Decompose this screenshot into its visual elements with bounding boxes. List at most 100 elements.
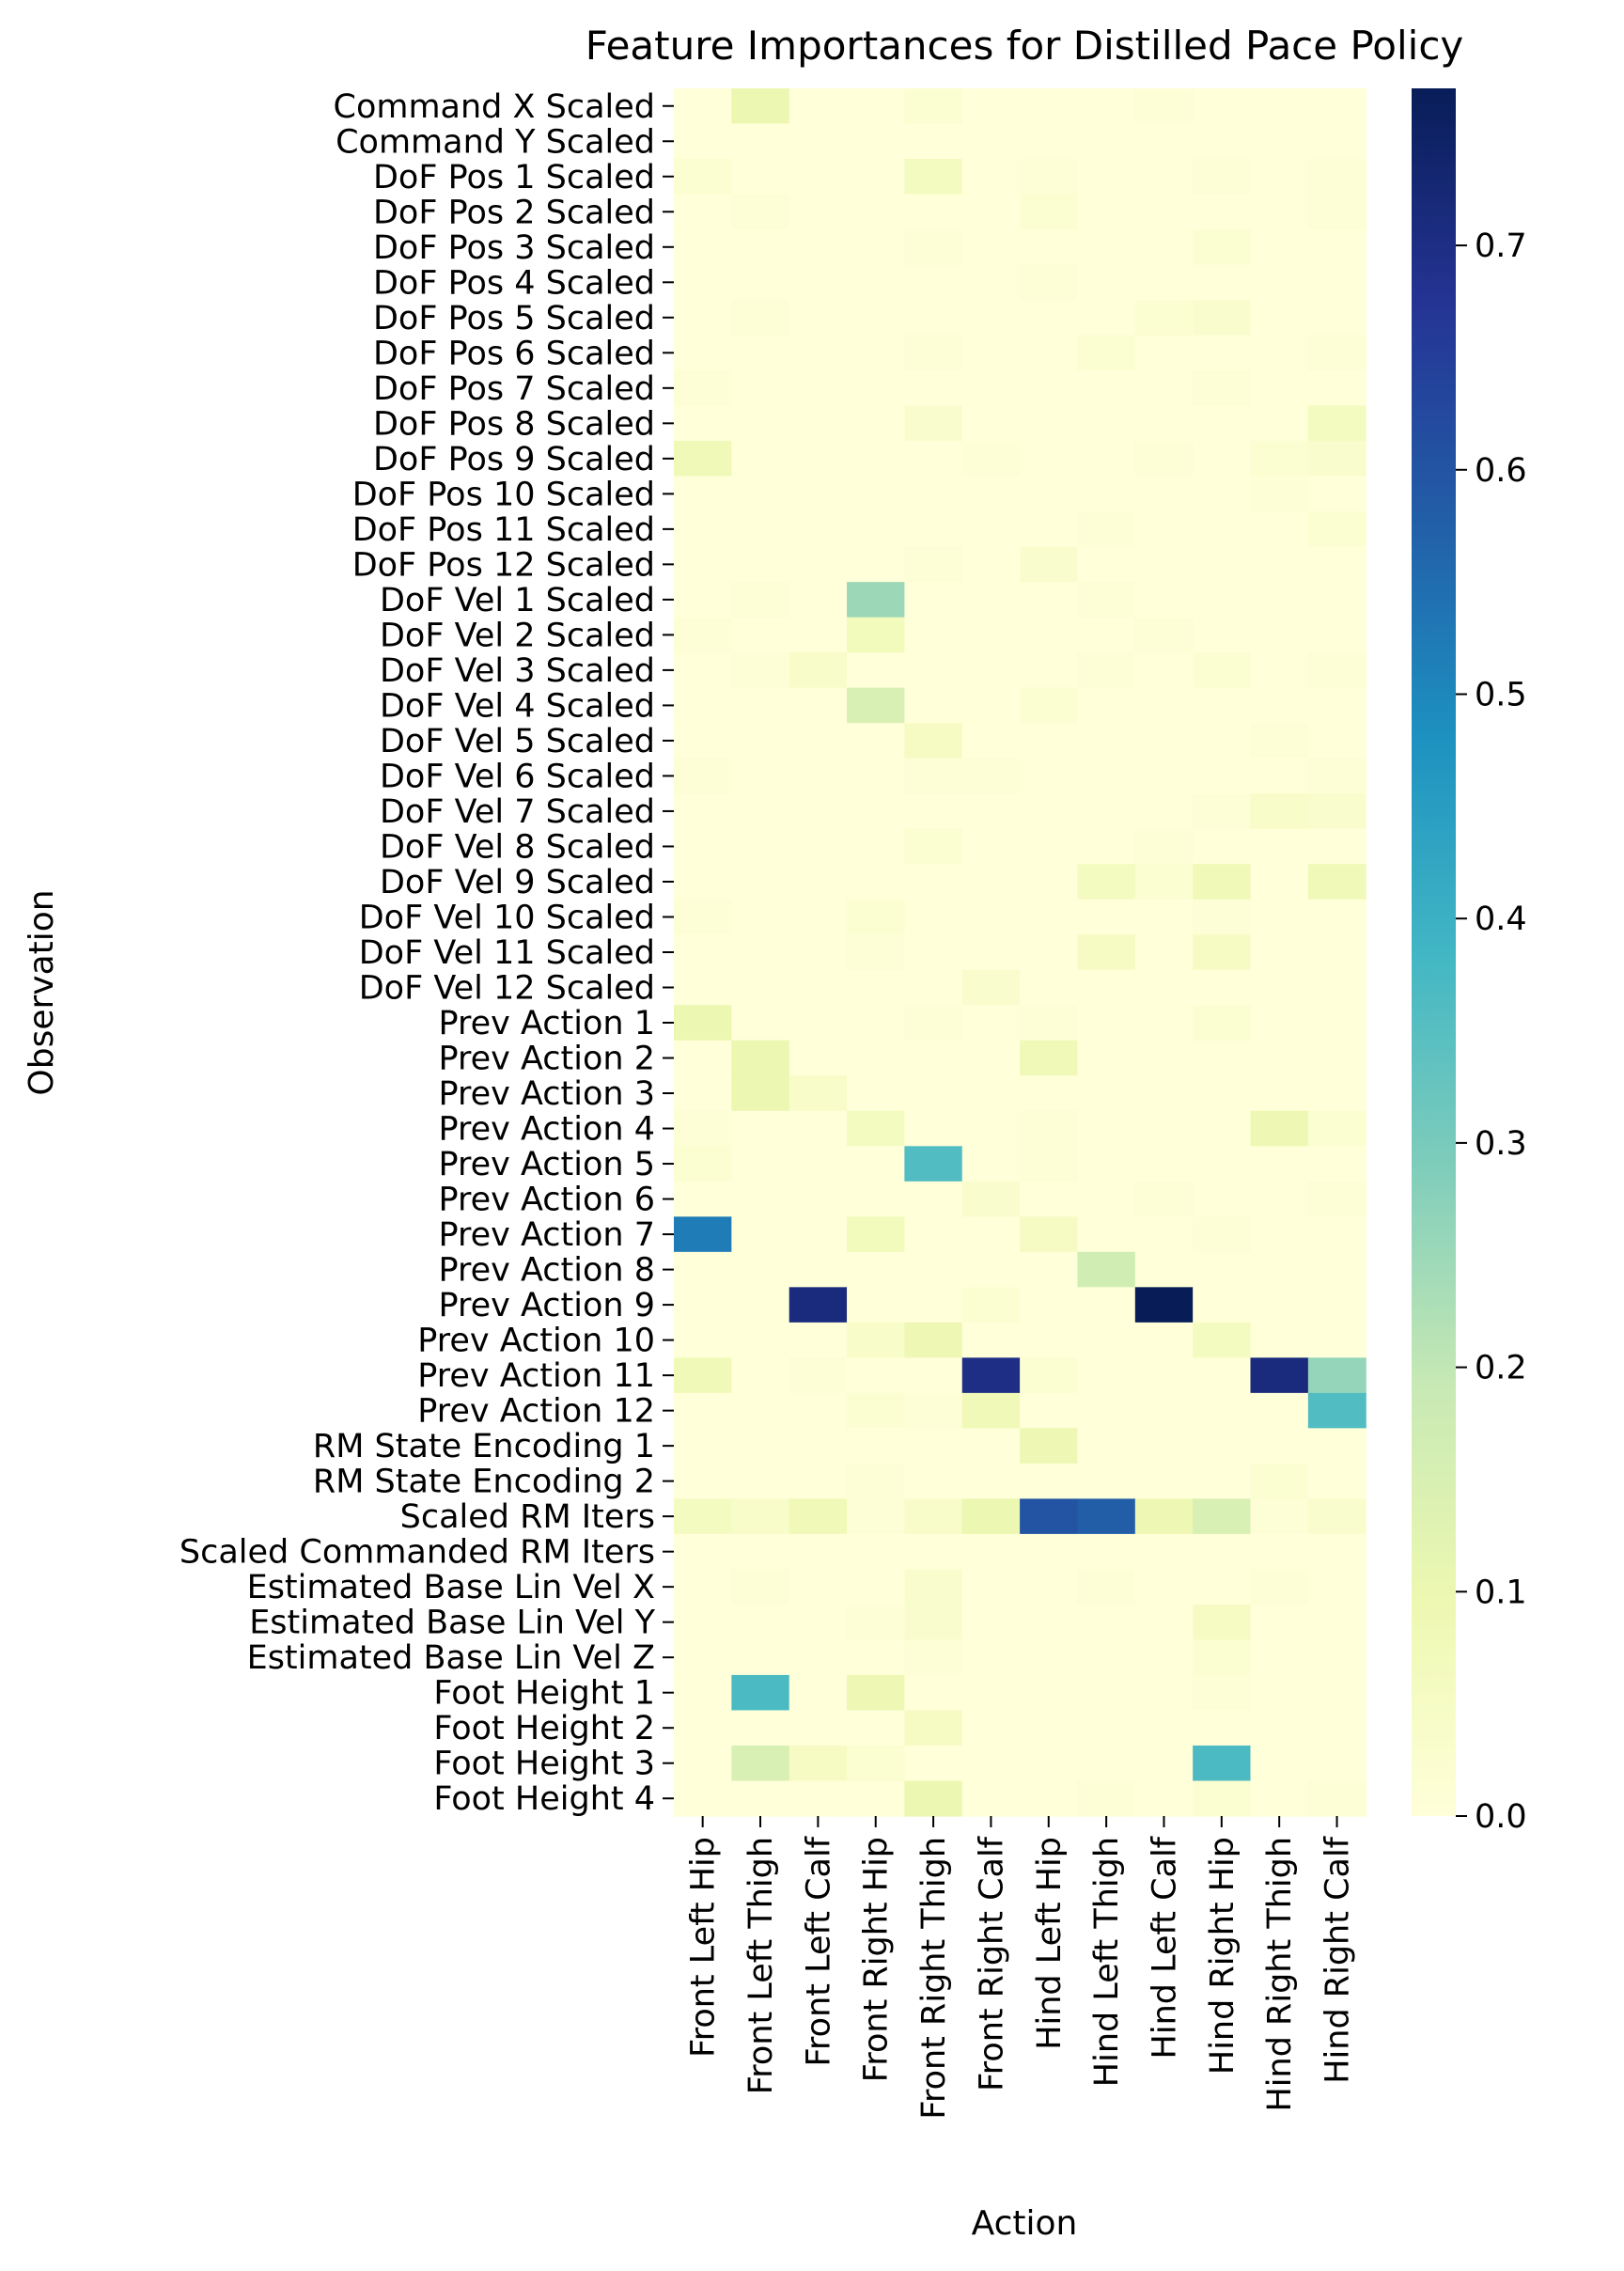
heatmap-cell — [1307, 123, 1366, 160]
heatmap-cell — [789, 1216, 848, 1253]
heatmap-cell — [961, 864, 1021, 901]
heatmap-cell — [847, 723, 905, 760]
heatmap-cell — [1307, 617, 1366, 653]
heatmap-cell — [731, 1005, 790, 1042]
colorbar-tick-label: 0.2 — [1475, 1350, 1527, 1387]
heatmap-cell — [674, 370, 732, 407]
heatmap-cell — [1020, 511, 1079, 548]
heatmap-cell — [789, 1392, 848, 1429]
heatmap-cell — [1307, 582, 1366, 619]
row-label: Prev Action 3 — [439, 1075, 656, 1113]
heatmap-cell — [674, 723, 732, 760]
heatmap-cell — [1020, 194, 1079, 230]
colorbar-tick-label: 0.0 — [1475, 1798, 1527, 1836]
row-label: Prev Action 4 — [439, 1111, 656, 1149]
heatmap-cell — [789, 793, 848, 830]
heatmap-cell — [674, 441, 732, 478]
heatmap-cell — [1307, 1357, 1366, 1394]
heatmap-cell — [1020, 1110, 1079, 1147]
heatmap-cell — [1250, 1463, 1309, 1499]
heatmap-cell — [789, 1005, 848, 1042]
heatmap-cell — [1134, 1322, 1194, 1358]
heatmap-cell — [904, 546, 963, 583]
heatmap-cell — [789, 229, 848, 266]
heatmap-cell — [731, 1674, 790, 1712]
heatmap-cell — [789, 1604, 848, 1641]
heatmap-cell — [847, 1005, 905, 1042]
heatmap-cell — [1193, 1710, 1252, 1746]
heatmap-cell — [904, 1040, 963, 1076]
heatmap-cell — [1250, 793, 1309, 830]
heatmap-cell — [674, 1287, 732, 1323]
row-label: Estimated Base Lin Vel Y — [249, 1605, 655, 1642]
heatmap-cell — [674, 88, 732, 125]
heatmap-cell — [674, 1569, 732, 1605]
heatmap-cell — [731, 828, 790, 865]
heatmap-cell — [847, 687, 905, 724]
heatmap-cell — [961, 546, 1021, 583]
row-label: DoF Pos 12 Scaled — [352, 546, 655, 584]
heatmap-cell — [674, 617, 732, 653]
heatmap-cell — [1020, 264, 1079, 301]
heatmap-cell — [1250, 1040, 1309, 1076]
heatmap-cell — [961, 1463, 1021, 1499]
heatmap-cell — [847, 652, 905, 689]
heatmap-cell — [789, 1780, 848, 1817]
row-label: DoF Vel 10 Scaled — [359, 899, 655, 936]
heatmap-cell — [1134, 1146, 1194, 1182]
heatmap-cell — [1193, 1780, 1252, 1817]
heatmap-cell — [1020, 1604, 1079, 1641]
heatmap-cell — [1077, 194, 1136, 230]
heatmap-cell — [1193, 1040, 1252, 1076]
heatmap-cell — [789, 1146, 848, 1182]
heatmap-cell — [674, 1428, 732, 1464]
heatmap-cell — [904, 1322, 963, 1358]
heatmap-cell — [674, 1251, 732, 1288]
heatmap-cell — [961, 1710, 1021, 1746]
heatmap-cell — [961, 1110, 1021, 1147]
heatmap-cell — [961, 1287, 1021, 1323]
heatmap-cell — [1307, 687, 1366, 724]
heatmap-cell — [961, 582, 1021, 619]
heatmap-cell — [1077, 441, 1136, 478]
colorbar-ticks: 0.0 0.1 0.2 0.3 0.4 0.5 0.6 0.7 — [1456, 227, 1527, 1836]
heatmap-cell — [789, 864, 848, 901]
heatmap-cell — [1020, 582, 1079, 619]
heatmap-cell — [789, 1181, 848, 1217]
heatmap-cell — [789, 1322, 848, 1358]
heatmap-cell — [847, 1498, 905, 1535]
heatmap-cell — [674, 828, 732, 865]
heatmap-cell — [847, 1745, 905, 1782]
heatmap-cell — [961, 511, 1021, 548]
row-label: DoF Pos 6 Scaled — [373, 335, 655, 372]
column-label: Front Right Calf — [973, 1836, 1010, 2091]
row-label: RM State Encoding 1 — [313, 1428, 655, 1465]
heatmap-cell — [1077, 123, 1136, 160]
heatmap-cell — [1250, 405, 1309, 442]
row-label: Foot Height 3 — [433, 1746, 655, 1783]
heatmap-cell — [1193, 687, 1252, 724]
heatmap-cell — [1020, 476, 1079, 512]
heatmap-cell — [1250, 335, 1309, 371]
heatmap-cell — [1193, 229, 1252, 266]
heatmap-cell — [904, 934, 963, 971]
heatmap-cell — [674, 229, 732, 266]
row-label: DoF Pos 11 Scaled — [352, 511, 655, 549]
heatmap-cell — [847, 1428, 905, 1464]
heatmap-cell — [847, 300, 905, 337]
heatmap-cell — [847, 1604, 905, 1641]
heatmap-cell — [1307, 652, 1366, 689]
heatmap-cell — [789, 511, 848, 548]
heatmap-cell — [1077, 370, 1136, 407]
heatmap-cell — [847, 1674, 905, 1712]
heatmap-cell — [1193, 1604, 1252, 1641]
heatmap-cell — [1134, 1075, 1194, 1112]
heatmap-cell — [1193, 476, 1252, 512]
row-label: Estimated Base Lin Vel X — [247, 1569, 655, 1606]
heatmap-cell — [1250, 441, 1309, 478]
heatmap-cell — [1077, 229, 1136, 266]
row-label: DoF Pos 2 Scaled — [373, 194, 655, 231]
heatmap-cell — [674, 1745, 732, 1782]
heatmap-cell — [1250, 652, 1309, 689]
heatmap-cell — [961, 194, 1021, 230]
